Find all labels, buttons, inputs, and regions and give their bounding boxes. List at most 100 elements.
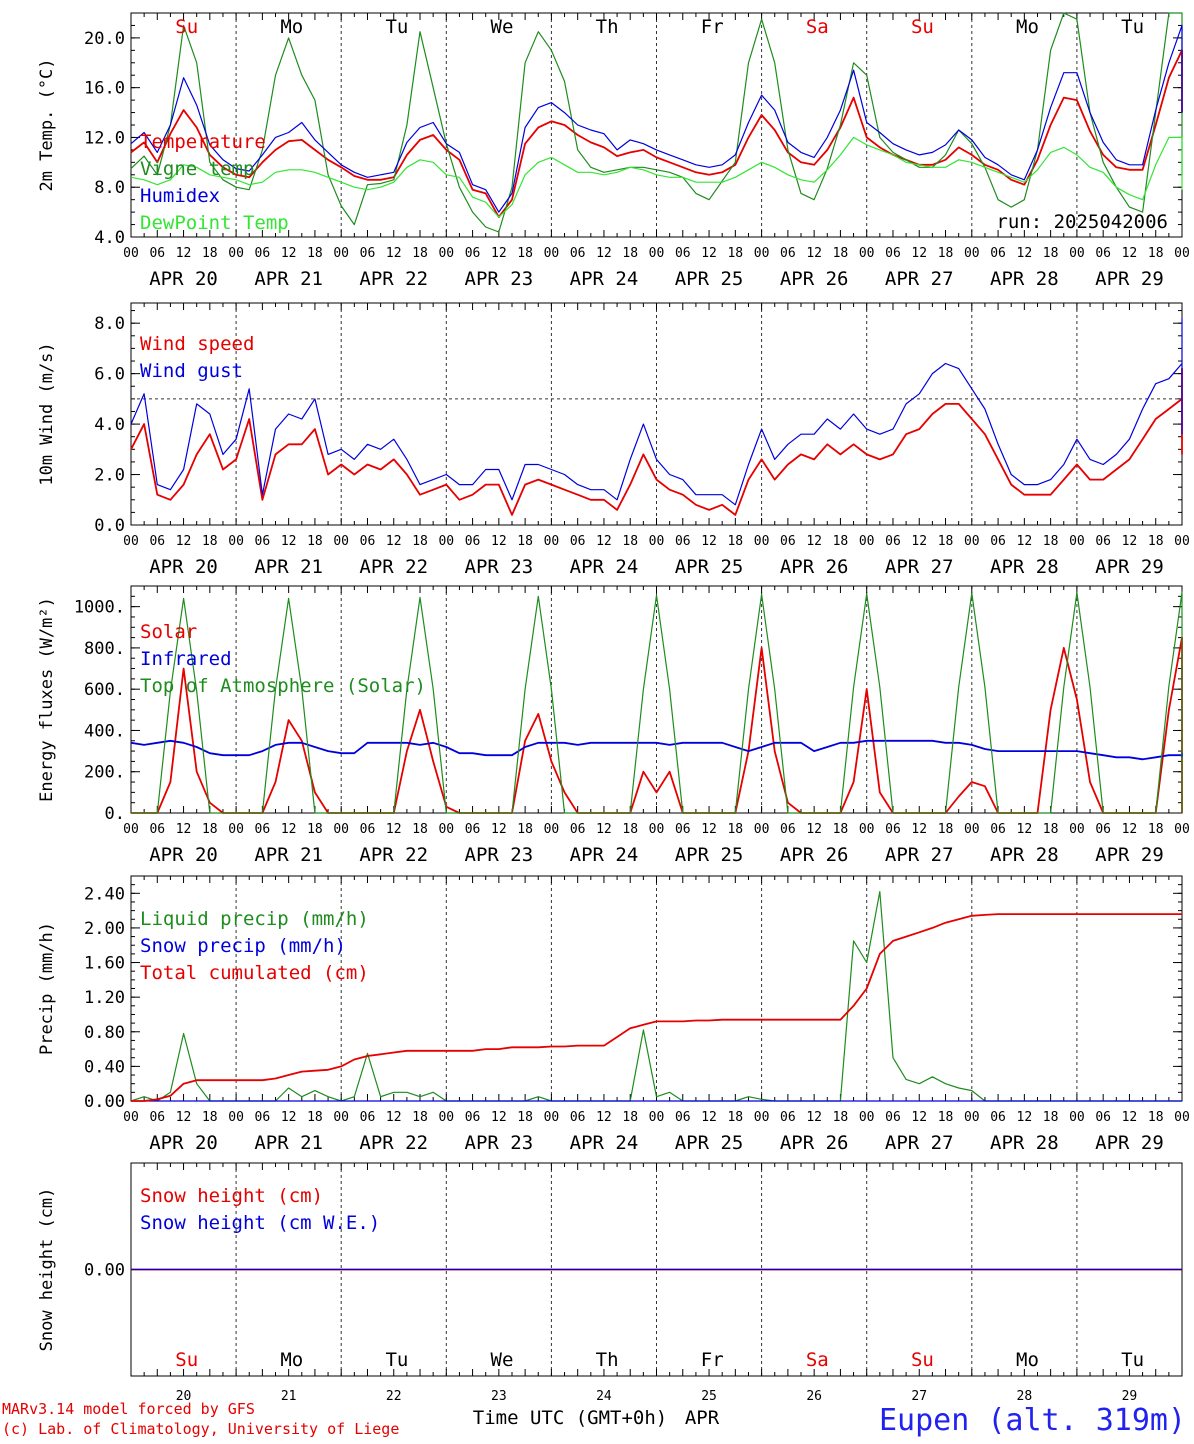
x-hour-label: 00: [544, 246, 560, 261]
day-number: 28: [1017, 1389, 1033, 1404]
x-hour-label: 18: [1148, 246, 1164, 261]
x-hour-label: 12: [911, 246, 927, 261]
x-day-label: APR 29: [1095, 268, 1164, 290]
x-hour-label: 12: [806, 246, 822, 261]
weekday-label: Th: [596, 1349, 619, 1371]
legend-entry: Liquid precip (mm/h): [140, 908, 369, 930]
x-day-label: APR 26: [780, 1132, 849, 1154]
x-hour-label: 18: [412, 822, 428, 837]
x-hour-label: 18: [1043, 822, 1059, 837]
x-hour-label: 18: [727, 246, 743, 261]
x-hour-label: 12: [1017, 246, 1033, 261]
weekday-label: Tu: [1121, 16, 1144, 38]
x-hour-label: 06: [570, 822, 586, 837]
x-day-label: APR 29: [1095, 844, 1164, 866]
x-hour-label: 18: [833, 246, 849, 261]
x-hour-label: 06: [885, 246, 901, 261]
weekday-label: Fr: [701, 1349, 724, 1371]
location-title: Eupen (alt. 319m): [879, 1403, 1186, 1438]
y-tick-label: 400.: [84, 721, 125, 741]
x-hour-label: 12: [1122, 246, 1138, 261]
x-day-label: APR 28: [990, 556, 1059, 578]
x-day-label: APR 22: [359, 844, 428, 866]
weekday-label: Su: [175, 16, 198, 38]
x-hour-label: 18: [1043, 246, 1059, 261]
x-hour-label: 12: [281, 534, 297, 549]
x-hour-label: 12: [596, 534, 612, 549]
x-day-label: APR 28: [990, 1132, 1059, 1154]
day-number: 21: [281, 1389, 297, 1404]
weekday-label: Tu: [385, 1349, 408, 1371]
x-hour-label: 12: [806, 822, 822, 837]
x-hour-label: 12: [596, 822, 612, 837]
x-day-label: APR 22: [359, 1132, 428, 1154]
series-line-2-2: [130, 317, 1183, 506]
y-axis-label: Precip (mm/h): [37, 922, 57, 1055]
x-hour-label: 18: [727, 822, 743, 837]
x-hour-label: 06: [780, 534, 796, 549]
x-hour-label: 00: [438, 822, 454, 837]
x-day-label: APR 29: [1095, 556, 1164, 578]
x-hour-label: 00: [649, 534, 665, 549]
y-axis-label: 10m Wind (m/s): [37, 342, 57, 485]
x-hour-label: 06: [1095, 534, 1111, 549]
x-hour-label: 06: [780, 1110, 796, 1125]
y-tick-label: 4.0: [94, 228, 125, 248]
x-day-label: APR 26: [780, 844, 849, 866]
y-tick-label: 0.80: [84, 1023, 125, 1043]
x-hour-label: 00: [123, 1110, 139, 1125]
x-hour-label: 18: [622, 822, 638, 837]
panel-5: 0.00 Snow height (cm) Snow height (cm) Snow…: [37, 1162, 1183, 1377]
day-number: 20: [176, 1389, 192, 1404]
x-day-label: APR 27: [885, 268, 954, 290]
x-hour-label: 18: [833, 534, 849, 549]
day-number: 24: [596, 1389, 612, 1404]
legend-entry: Infrared: [140, 648, 232, 670]
x-hour-label: 18: [727, 1110, 743, 1125]
x-hour-label: 06: [990, 246, 1006, 261]
panel-1: 4.0 8.0 12.0 16.0 20.0 2m Temp. (°C) Temperatu…: [37, 12, 1190, 290]
legend-entry: Snow height (cm): [140, 1185, 323, 1207]
series-line-3-3: [131, 591, 1183, 814]
x-hour-label: 12: [491, 822, 507, 837]
x-hour-label: 00: [649, 1110, 665, 1125]
x-hour-label: 12: [701, 822, 717, 837]
series-line-1-3: [130, 24, 1183, 213]
x-hour-label: 12: [491, 534, 507, 549]
y-tick-label: 4.0: [94, 415, 125, 435]
y-tick-label: 6.0: [94, 365, 125, 385]
x-hour-label: 18: [938, 1110, 954, 1125]
x-day-label: APR 26: [780, 556, 849, 578]
x-hour-label: 00: [438, 534, 454, 549]
x-hour-label: 06: [465, 1110, 481, 1125]
x-hour-label: 00: [123, 246, 139, 261]
panel-4: 0.00 0.40 0.80 1.20 1.60 2.00 2.40 Precip (mm/h…: [37, 875, 1190, 1154]
x-hour-label: 18: [202, 822, 218, 837]
x-hour-label: 18: [517, 534, 533, 549]
x-hour-label: 18: [833, 822, 849, 837]
series-line-3-1: [131, 636, 1183, 814]
x-axis-month: APR: [685, 1407, 720, 1429]
run-label: run: 2025042006: [996, 211, 1168, 233]
x-hour-label: 06: [149, 822, 165, 837]
panel-3: 0. 200. 400. 600. 800. 1000. Energy fluxes (W/…: [37, 585, 1190, 866]
y-tick-label: 2.0: [94, 466, 125, 486]
x-hour-label: 00: [649, 822, 665, 837]
day-number: 27: [911, 1389, 927, 1404]
x-hour-label: 12: [596, 246, 612, 261]
x-hour-label: 06: [885, 822, 901, 837]
x-day-label: APR 20: [149, 556, 218, 578]
credit-line: MARv3.14 model forced by GFS: [2, 1400, 255, 1418]
x-hour-label: 00: [1069, 246, 1085, 261]
x-hour-label: 06: [675, 1110, 691, 1125]
weekday-label: Tu: [1121, 1349, 1144, 1371]
x-hour-label: 12: [911, 1110, 927, 1125]
x-day-label: APR 20: [149, 1132, 218, 1154]
x-hour-label: 00: [544, 822, 560, 837]
x-hour-label: 18: [938, 822, 954, 837]
x-hour-label: 06: [780, 246, 796, 261]
x-hour-label: 00: [333, 534, 349, 549]
y-tick-label: 0.00: [84, 1261, 125, 1281]
x-day-label: APR 26: [780, 268, 849, 290]
